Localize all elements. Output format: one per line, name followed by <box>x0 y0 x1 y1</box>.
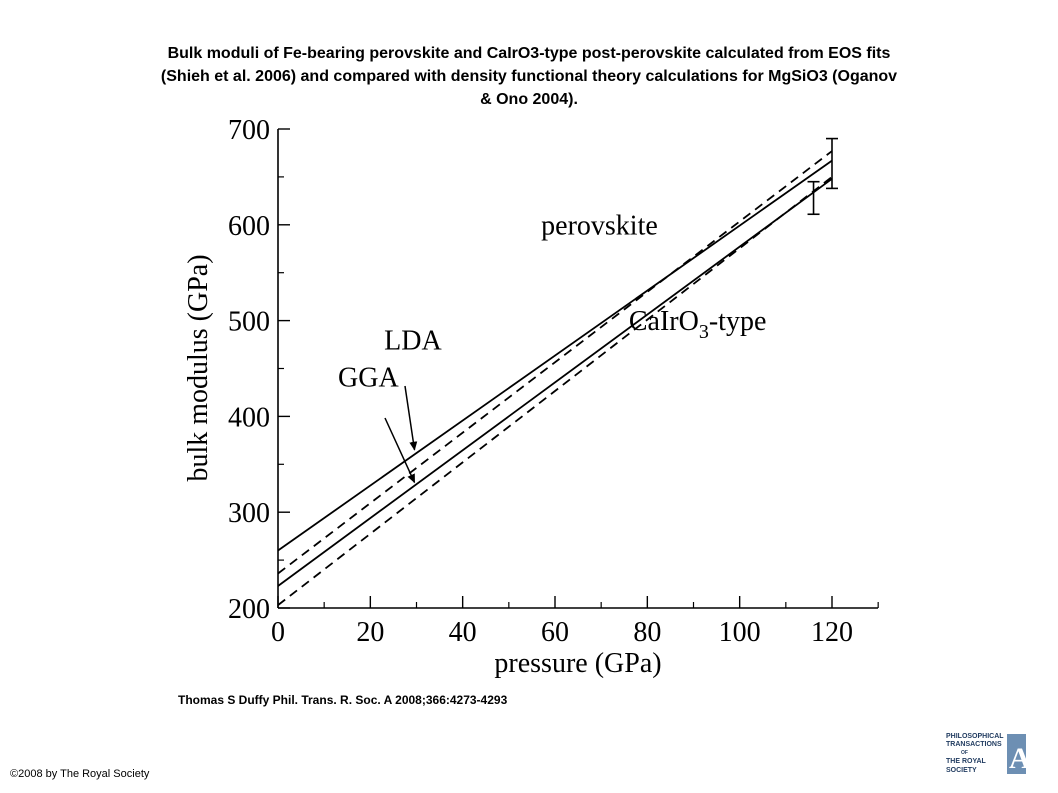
title-line-1: Bulk moduli of Fe-bearing perovskite and… <box>167 45 891 62</box>
chart-error-bars <box>807 137 838 216</box>
chart-axes: 200 300 400 500 600 700 0 20 40 60 80 100 120 pressur… <box>183 115 879 679</box>
x-tick-label: 80 <box>633 617 661 648</box>
x-tick-label: 20 <box>356 617 384 648</box>
annotation-arrow-3 <box>404 385 418 451</box>
x-tick-label: 60 <box>541 617 569 648</box>
annotation-label-3: LDA <box>384 325 442 356</box>
svg-text:PHILOSOPHICAL: PHILOSOPHICAL <box>946 733 1004 740</box>
svg-text:SOCIETY: SOCIETY <box>946 767 977 774</box>
annotation-label-2: CaIrO3-type <box>629 306 767 343</box>
y-tick-label: 700 <box>228 115 270 146</box>
x-tick-label: 100 <box>719 617 761 648</box>
series-line-1 <box>277 159 833 552</box>
y-tick-label: 400 <box>228 402 270 433</box>
citation: Thomas S Duffy Phil. Trans. R. Soc. A 20… <box>178 693 508 707</box>
y-axis-label: bulk modulus (GPa) <box>183 254 214 481</box>
chart-title: Bulk moduli of Fe-bearing perovskite and… <box>30 42 1028 111</box>
y-tick-label: 600 <box>228 211 270 242</box>
annotation-label-4: GGA <box>338 363 399 394</box>
title-line-2: (Shieh et al. 2006) and compared with de… <box>160 68 898 85</box>
y-tick-label: 300 <box>228 498 270 529</box>
annotation-arrow-4 <box>384 417 416 484</box>
svg-text:OF: OF <box>961 750 968 756</box>
x-tick-label: 120 <box>811 617 853 648</box>
svg-text:THE ROYAL: THE ROYAL <box>946 758 987 765</box>
x-axis-label: pressure (GPa) <box>494 648 661 679</box>
copyright: ©2008 by The Royal Society <box>10 768 150 780</box>
series-line-3 <box>277 178 833 587</box>
y-tick-label: 200 <box>228 594 270 625</box>
x-tick-label: 0 <box>271 617 285 648</box>
royal-society-logo: PHILOSOPHICAL TRANSACTIONS OF THE ROYAL … <box>945 730 1027 778</box>
svg-text:A: A <box>1009 742 1027 775</box>
y-tick-label: 500 <box>228 307 270 338</box>
series-line-2 <box>277 150 833 575</box>
chart-series <box>277 150 833 606</box>
svg-text:TRANSACTIONS: TRANSACTIONS <box>946 741 1002 748</box>
series-line-4 <box>277 176 833 606</box>
chart-annotations: perovskite CaIrO3-type LDA GGA <box>338 210 767 484</box>
annotation-label-1: perovskite <box>541 210 658 241</box>
x-tick-label: 40 <box>449 617 477 648</box>
title-line-3: & Ono 2004). <box>480 91 578 108</box>
